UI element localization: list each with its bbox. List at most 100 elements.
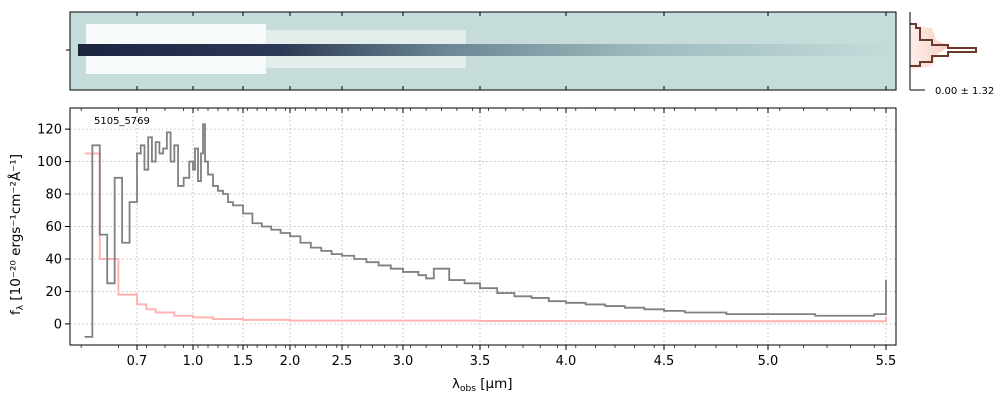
data-point <box>143 169 146 171</box>
data-point <box>684 311 686 314</box>
data-point <box>114 177 116 179</box>
data-point <box>873 313 875 315</box>
data-point <box>604 305 606 307</box>
series-flux <box>84 123 887 338</box>
series-error-line <box>84 152 887 323</box>
data-point <box>464 282 466 284</box>
data-point <box>270 229 272 231</box>
data-point <box>331 253 333 255</box>
data-point <box>838 315 840 317</box>
x-tick-label: 1.5 <box>233 354 254 369</box>
data-point <box>204 160 206 163</box>
data-point <box>212 185 214 187</box>
data-point <box>91 144 93 146</box>
data-point <box>192 169 194 171</box>
data-point <box>353 258 355 260</box>
profile-fill <box>910 25 950 70</box>
data-point <box>624 307 626 309</box>
data-point <box>378 264 380 267</box>
y-axis-label-main: f <box>8 309 24 315</box>
y-axis-label: fλ [10⁻²⁰ ergs⁻¹cm⁻²Å⁻¹] <box>7 154 26 315</box>
data-point <box>705 311 707 314</box>
data-point <box>202 123 204 125</box>
data-point <box>183 177 185 179</box>
data-point <box>147 136 149 138</box>
data-point <box>173 144 175 146</box>
data-point <box>310 247 312 249</box>
data-point <box>531 297 533 299</box>
x-tick-label: 5.5 <box>876 354 897 369</box>
data-point <box>767 313 769 315</box>
data-point <box>158 152 160 155</box>
annotation: 5105_5769 <box>94 116 150 127</box>
data-point <box>84 336 86 338</box>
data-point <box>242 212 244 215</box>
y-tick-label: 60 <box>45 220 62 235</box>
data-point <box>448 279 450 281</box>
data-point <box>425 277 427 280</box>
y-tick-label: 0 <box>54 317 62 332</box>
data-point <box>188 160 190 163</box>
data-point <box>251 222 253 224</box>
data-point <box>643 308 646 310</box>
x-axis-label-sub: obs <box>460 384 476 394</box>
data-point <box>402 271 404 273</box>
data-point <box>200 152 202 155</box>
data-point <box>496 292 498 294</box>
grid <box>70 108 896 345</box>
data-point <box>121 242 123 244</box>
x-axis: 0.7 1.0 1.5 2.0 2.5 3.0 3.5 4.0 4.5 5.0 5.5 <box>80 12 897 369</box>
data-point <box>299 242 301 244</box>
y-tick-label: 120 <box>37 123 62 138</box>
data-point <box>746 313 748 315</box>
data-point <box>548 300 550 302</box>
data-point <box>565 302 567 304</box>
data-point <box>433 268 435 270</box>
profile-line <box>910 23 977 67</box>
data-point <box>194 147 196 150</box>
data-point <box>151 160 153 163</box>
data-point <box>128 201 131 203</box>
x-tick-label: 0.7 <box>127 354 148 369</box>
data-point <box>513 295 516 297</box>
data-point <box>663 310 665 312</box>
data-point <box>341 255 343 257</box>
x-axis-label-main: λ <box>452 376 460 392</box>
data-point <box>106 282 108 284</box>
data-point <box>479 287 481 289</box>
x-axis-label: λobs [μm] <box>452 376 513 394</box>
y-axis-label-unit: [10⁻²⁰ ergs⁻¹cm⁻²Å⁻¹] <box>7 154 24 301</box>
main-plot: 0.7 1.0 1.5 2.0 2.5 3.0 3.5 4.0 4.5 5.0 5.5 0 20 40 6… <box>37 12 897 369</box>
x-tick-label: 4.0 <box>556 354 577 369</box>
x-axis-label-unit: [μm] <box>480 376 512 392</box>
data-point <box>155 141 157 143</box>
x-tick-label: 4.5 <box>654 354 675 369</box>
spectrum-2d-panel <box>66 11 897 91</box>
y-tick-label: 100 <box>37 155 62 170</box>
profile-panel: 0.00 ± 1.32 <box>909 12 994 97</box>
data-point <box>885 279 887 281</box>
spectrum-2d-frame <box>69 11 897 91</box>
y-axis-label-sub: λ <box>16 304 26 310</box>
data-point <box>320 250 322 252</box>
data-point <box>140 144 142 146</box>
data-point <box>217 190 219 192</box>
data-point <box>365 261 367 263</box>
x-tick-label: 3.5 <box>470 354 491 369</box>
data-point <box>417 274 419 276</box>
data-point <box>197 180 199 182</box>
data-point <box>861 315 864 317</box>
data-point <box>207 173 209 176</box>
data-point <box>280 232 282 234</box>
x-tick-label: 2.5 <box>332 354 353 369</box>
y-axis: 0 20 40 60 80 100 120 <box>37 123 70 332</box>
profile-stat-label: 0.00 ± 1.32 <box>935 86 994 97</box>
data-point <box>814 315 816 317</box>
data-point <box>136 152 138 155</box>
data-point <box>99 234 101 236</box>
data-point <box>261 225 263 228</box>
x-tick-label: 3.0 <box>393 354 414 369</box>
series-error <box>84 152 887 323</box>
data-point <box>289 235 291 237</box>
